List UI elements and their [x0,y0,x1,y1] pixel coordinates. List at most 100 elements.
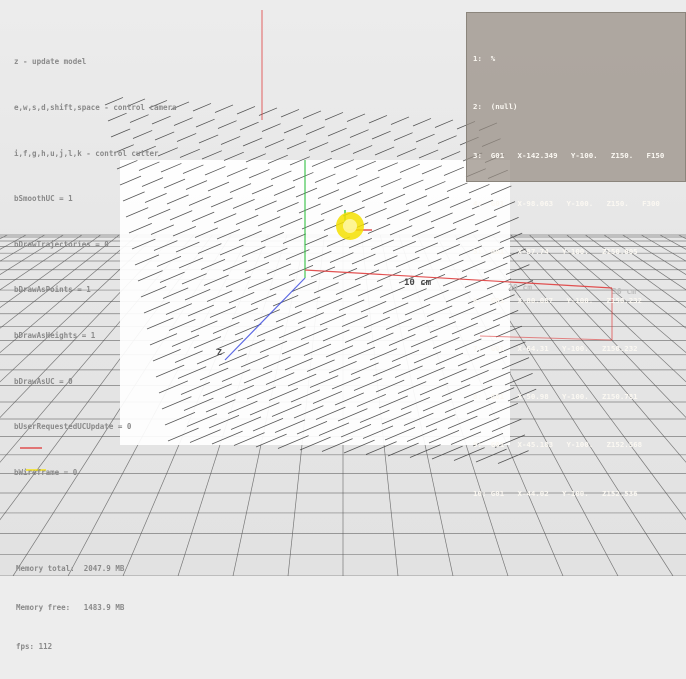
gcode-line[interactable]: 5: G01 X-87.74 Y-100. Z150.005 [473,247,638,257]
gcode-line[interactable]: 9: G01 X-45.183 Y-100. Z152.568 [473,440,643,450]
height-line [225,276,251,288]
height-line [180,382,210,395]
height-line [245,153,266,163]
height-line [442,275,468,287]
height-line [164,412,196,426]
height-line [420,274,446,285]
height-line [152,349,181,362]
height-line [414,242,438,253]
height-line [330,143,351,153]
height-line [239,121,259,131]
height-line [403,412,434,426]
height-line [260,232,284,243]
height-line [104,97,124,106]
height-line [143,301,170,314]
scene-canvas[interactable] [0,0,686,576]
gcode-line[interactable]: 10: G01 X-44.02 Y-100. Z152.536 [473,488,638,498]
gcode-line[interactable]: 4: G01 X-98.063 Y-100. Z150. F300 [473,199,660,209]
height-line [192,103,212,112]
height-line [215,337,244,350]
height-line [140,286,167,298]
height-line [184,289,211,301]
height-line [353,378,383,391]
memory-total: Memory total: 2047.9 MB [16,564,125,573]
height-line [488,403,518,416]
height-line [334,392,364,406]
height-line [408,211,431,221]
height-line [431,445,463,460]
height-line [205,399,236,413]
height-line [477,231,501,242]
hud-line-camera: e,w,s,d,shift,space - control camera [14,103,177,113]
height-line [357,285,383,297]
height-line [443,166,464,176]
height-line [191,211,215,222]
fps-counter: fps: 112 [16,642,53,651]
height-line [366,332,394,345]
height-line [129,114,149,123]
height-line [311,157,332,167]
height-line [417,258,442,269]
height-line [177,366,207,379]
height-line [449,198,472,208]
height-line [309,375,339,388]
height-line [395,256,420,268]
height-line [183,397,214,411]
height-line [201,150,222,160]
height-line [209,306,236,318]
height-line [237,339,266,352]
height-line [393,132,413,141]
height-line [472,433,504,447]
cutter-tool[interactable] [336,212,364,240]
height-line [419,382,449,396]
height-line [269,279,295,291]
height-line [432,337,460,349]
height-line [412,118,432,127]
height-line [418,149,439,159]
height-line [190,320,218,333]
height-line [277,435,309,449]
gcode-line[interactable]: 6: G01 X-80.087 Y-100. Z150.232 [473,295,643,305]
height-line [493,201,516,211]
height-line [203,274,229,286]
ruler-label-30cm: 30 cm [612,287,637,296]
height-line [261,123,281,132]
height-line [132,130,153,139]
gcode-listing-panel[interactable]: 1: % 2: (null) 3: G01 X-142.349 Y-100. Z… [466,12,686,498]
height-line [153,240,178,251]
height-line [240,355,269,368]
height-line [300,328,328,340]
height-line [421,165,442,175]
gcode-line[interactable]: 7: G01 X-64.31 Y-100. Z150.232 [473,343,638,353]
height-line [238,230,262,241]
height-line [283,124,303,134]
height-line [482,371,511,384]
height-line [141,177,164,187]
height-line [185,180,208,190]
height-line [485,387,515,400]
height-line [505,264,530,275]
height-line [220,136,241,145]
height-line [251,184,274,195]
height-line [452,214,475,224]
gcode-line[interactable]: 1: % [473,54,496,64]
height-line [473,324,500,336]
height-line [336,175,358,185]
height-line [222,260,248,272]
height-line [435,352,464,365]
gcode-line[interactable]: 8: G01 X-50.98 Y-100. Z150.781 [473,392,638,402]
height-line [444,400,474,413]
gcode-line[interactable]: 2: (null) [473,102,518,112]
3d-viewport[interactable]: z - update model e,w,s,d,shift,space - c… [0,0,686,651]
height-line [217,120,237,129]
height-line [182,164,204,174]
height-line [116,160,138,170]
height-line [387,442,419,457]
height-line [479,355,508,368]
height-line [376,271,402,282]
height-line [346,113,366,122]
height-line [411,226,435,237]
gcode-line[interactable]: 3: G01 X-142.349 Y-100. Z150. F150 [473,150,665,160]
height-line [429,321,456,333]
height-line [407,319,434,332]
